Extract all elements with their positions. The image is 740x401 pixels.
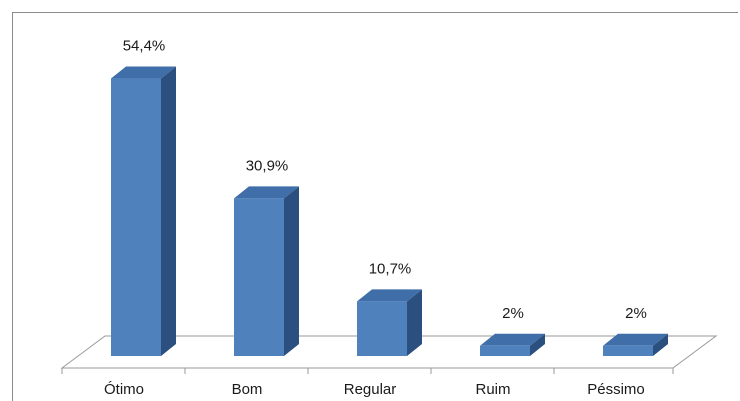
bar-side [653,333,668,356]
bar-front [234,198,284,356]
category-label: Ótimo [104,381,144,398]
value-label: 2% [625,305,647,322]
bar-side [530,333,545,356]
value-label: 30,9% [246,157,289,174]
category-label: Ruim [475,381,510,398]
bar-front [111,78,161,356]
bar-side [284,186,299,356]
value-label: 10,7% [369,260,412,277]
value-label: 54,4% [123,38,166,55]
bar-3 [357,289,422,356]
bar-top [603,333,668,346]
bar-top [234,186,299,199]
category-labels: Ótimo Bom Regular Ruim Péssimo [104,381,645,398]
bar-5 [603,333,668,356]
bar-top [357,289,422,302]
bar-front [603,345,653,356]
bar-side [407,289,422,356]
value-label: 2% [502,305,524,322]
bar-front [480,345,530,356]
category-label: Péssimo [587,381,645,398]
bars [111,66,668,356]
bar-top [480,333,545,346]
bar-1 [111,66,176,356]
bar-top [111,66,176,79]
bar-4 [480,333,545,356]
chart-floor [60,335,718,374]
bar-front [357,301,407,356]
value-labels: 54,4% 30,9% 10,7% 2% 2% [123,38,647,322]
category-label: Bom [232,381,263,398]
category-label: Regular [344,381,397,398]
bar-side [161,66,176,356]
bar-2 [234,186,299,356]
chart-frame [12,12,738,401]
